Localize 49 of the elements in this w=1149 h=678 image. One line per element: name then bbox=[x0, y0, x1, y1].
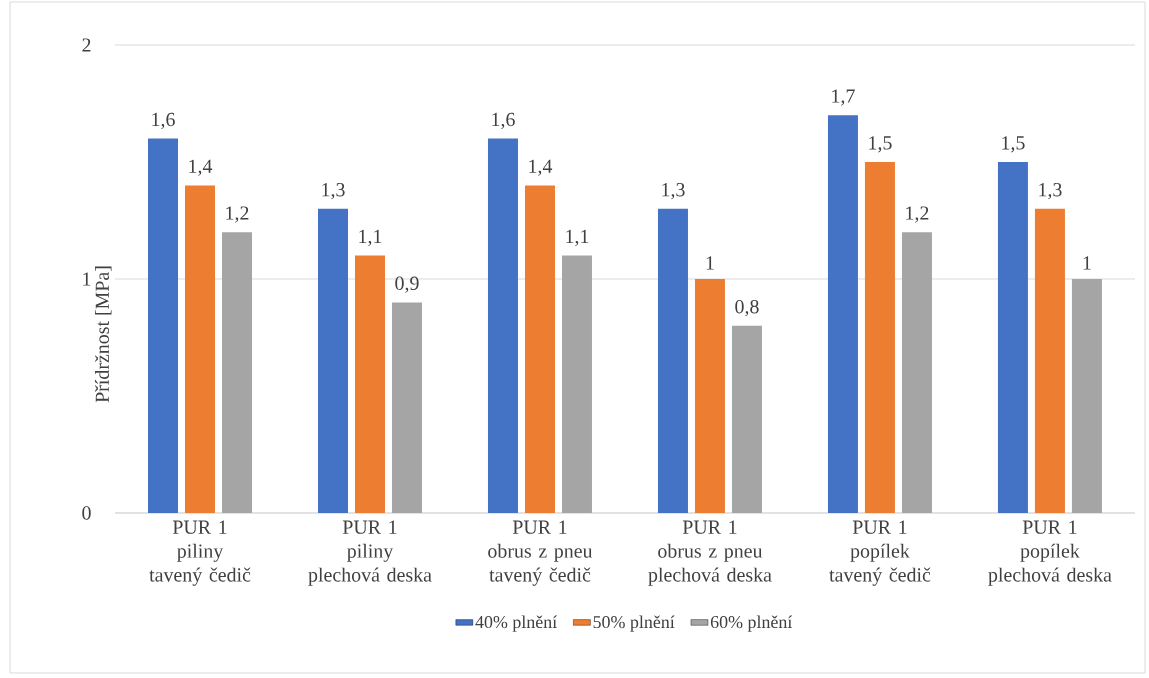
y-tick-label: 2 bbox=[82, 38, 91, 52]
x-tick-label: PUR 1 popílek plechová deska bbox=[988, 520, 1112, 586]
data-label: 1,4 bbox=[529, 159, 553, 176]
bar bbox=[561, 255, 592, 513]
data-label: 0,8 bbox=[735, 299, 759, 317]
x-tick-label: PUR 1 obrus z pneu tavený čedič bbox=[488, 520, 593, 586]
bar bbox=[354, 255, 385, 513]
data-label: 1,4 bbox=[189, 159, 213, 176]
bar bbox=[694, 278, 725, 513]
bar bbox=[317, 208, 348, 513]
data-label: 0,9 bbox=[395, 276, 419, 293]
data-label: 1,2 bbox=[226, 206, 249, 223]
bar bbox=[148, 138, 178, 513]
legend-label: 60% plnění bbox=[710, 615, 793, 632]
bar bbox=[827, 115, 858, 513]
x-tick-label: PUR 1 piliny tavený čedič bbox=[149, 520, 251, 586]
bar bbox=[222, 232, 252, 513]
data-label: 1 bbox=[1083, 256, 1091, 270]
bar bbox=[1071, 278, 1102, 513]
x-tick-label: PUR 1 piliny plechová deska bbox=[308, 520, 432, 586]
y-axis-title: Přídržnost [MPa] bbox=[94, 266, 112, 403]
bar bbox=[487, 138, 518, 513]
legend-label: 50% plnění bbox=[593, 615, 675, 632]
x-tick-label: PUR 1 obrus z pneu plechová deska bbox=[648, 520, 772, 586]
bar bbox=[731, 325, 762, 513]
data-label: 1,2 bbox=[906, 206, 929, 223]
y-tick-label: 1 bbox=[83, 272, 91, 286]
data-label: 1,5 bbox=[869, 136, 892, 153]
data-label: 1,6 bbox=[152, 112, 175, 130]
data-label: 1 bbox=[706, 256, 714, 270]
bar bbox=[657, 208, 688, 513]
data-label: 1,1 bbox=[359, 229, 382, 247]
bar bbox=[391, 302, 422, 513]
data-label: 1,3 bbox=[322, 183, 345, 200]
data-label: 1,6 bbox=[492, 112, 515, 130]
bar bbox=[864, 161, 895, 513]
data-label: 1,7 bbox=[832, 89, 855, 106]
x-tick-label: PUR 1 popílek tavený čedič bbox=[829, 520, 931, 586]
legend-label: 40% plnění bbox=[475, 615, 557, 632]
bar bbox=[524, 185, 555, 513]
data-label: 1,3 bbox=[1039, 183, 1062, 200]
bar bbox=[1034, 208, 1065, 513]
bar bbox=[185, 185, 215, 513]
data-label: 1,3 bbox=[662, 183, 685, 200]
bar bbox=[901, 232, 932, 513]
y-tick-label: 0 bbox=[82, 506, 91, 520]
data-label: 1,1 bbox=[566, 229, 589, 247]
data-label: 1,5 bbox=[1002, 136, 1025, 153]
bar bbox=[997, 161, 1028, 513]
